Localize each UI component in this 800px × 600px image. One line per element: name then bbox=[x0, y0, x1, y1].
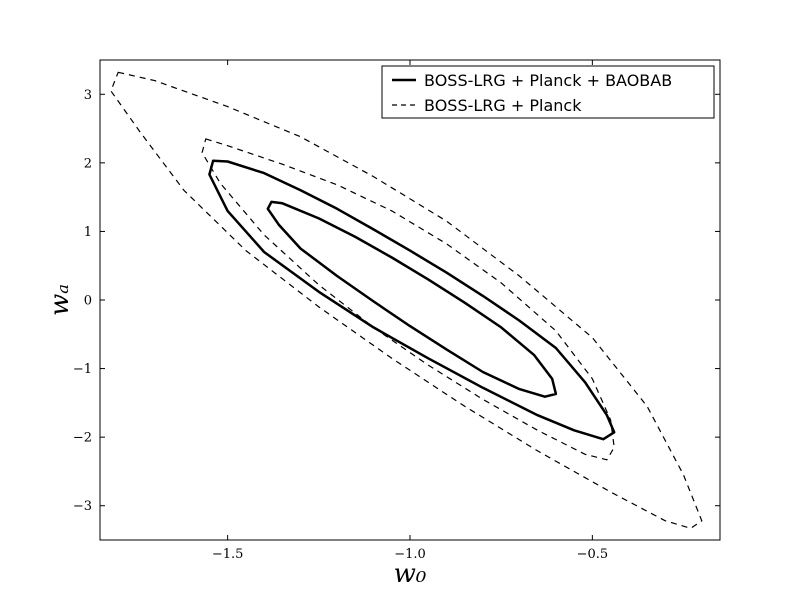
tick-layer: −1.5 −1.0 −0.5 −3 −2 −1 0 1 2 3 bbox=[73, 60, 720, 562]
x-axis-label: w₀ bbox=[394, 559, 427, 589]
dashed-contour-1 bbox=[201, 138, 615, 461]
y-axis-label: wₐ bbox=[45, 284, 75, 316]
legend-box bbox=[381, 65, 715, 119]
x-tick-label: −1.0 bbox=[394, 547, 426, 562]
y-tick-label: 1 bbox=[84, 225, 92, 240]
contour-layer bbox=[110, 71, 703, 529]
y-tick-label: 0 bbox=[84, 294, 92, 309]
legend: BOSS-LRG + Planck + BAOBAB BOSS-LRG + Pl… bbox=[381, 65, 715, 119]
dashed-contour-2 bbox=[110, 71, 703, 529]
legend-entry-dashed: BOSS-LRG + Planck bbox=[424, 96, 582, 115]
y-tick-label: −1 bbox=[73, 362, 92, 377]
legend-entry-solid: BOSS-LRG + Planck + BAOBAB bbox=[424, 71, 672, 90]
y-tick-label: −2 bbox=[73, 431, 92, 446]
x-tick-label: −0.5 bbox=[577, 547, 609, 562]
solid-contour-2 bbox=[266, 200, 558, 398]
y-tick-label: −3 bbox=[73, 499, 92, 514]
y-tick-label: 2 bbox=[84, 156, 92, 171]
y-tick-label: 3 bbox=[84, 88, 92, 103]
x-tick-label: −1.5 bbox=[212, 547, 244, 562]
solid-contour-1 bbox=[208, 159, 616, 441]
plot-background bbox=[100, 60, 720, 540]
